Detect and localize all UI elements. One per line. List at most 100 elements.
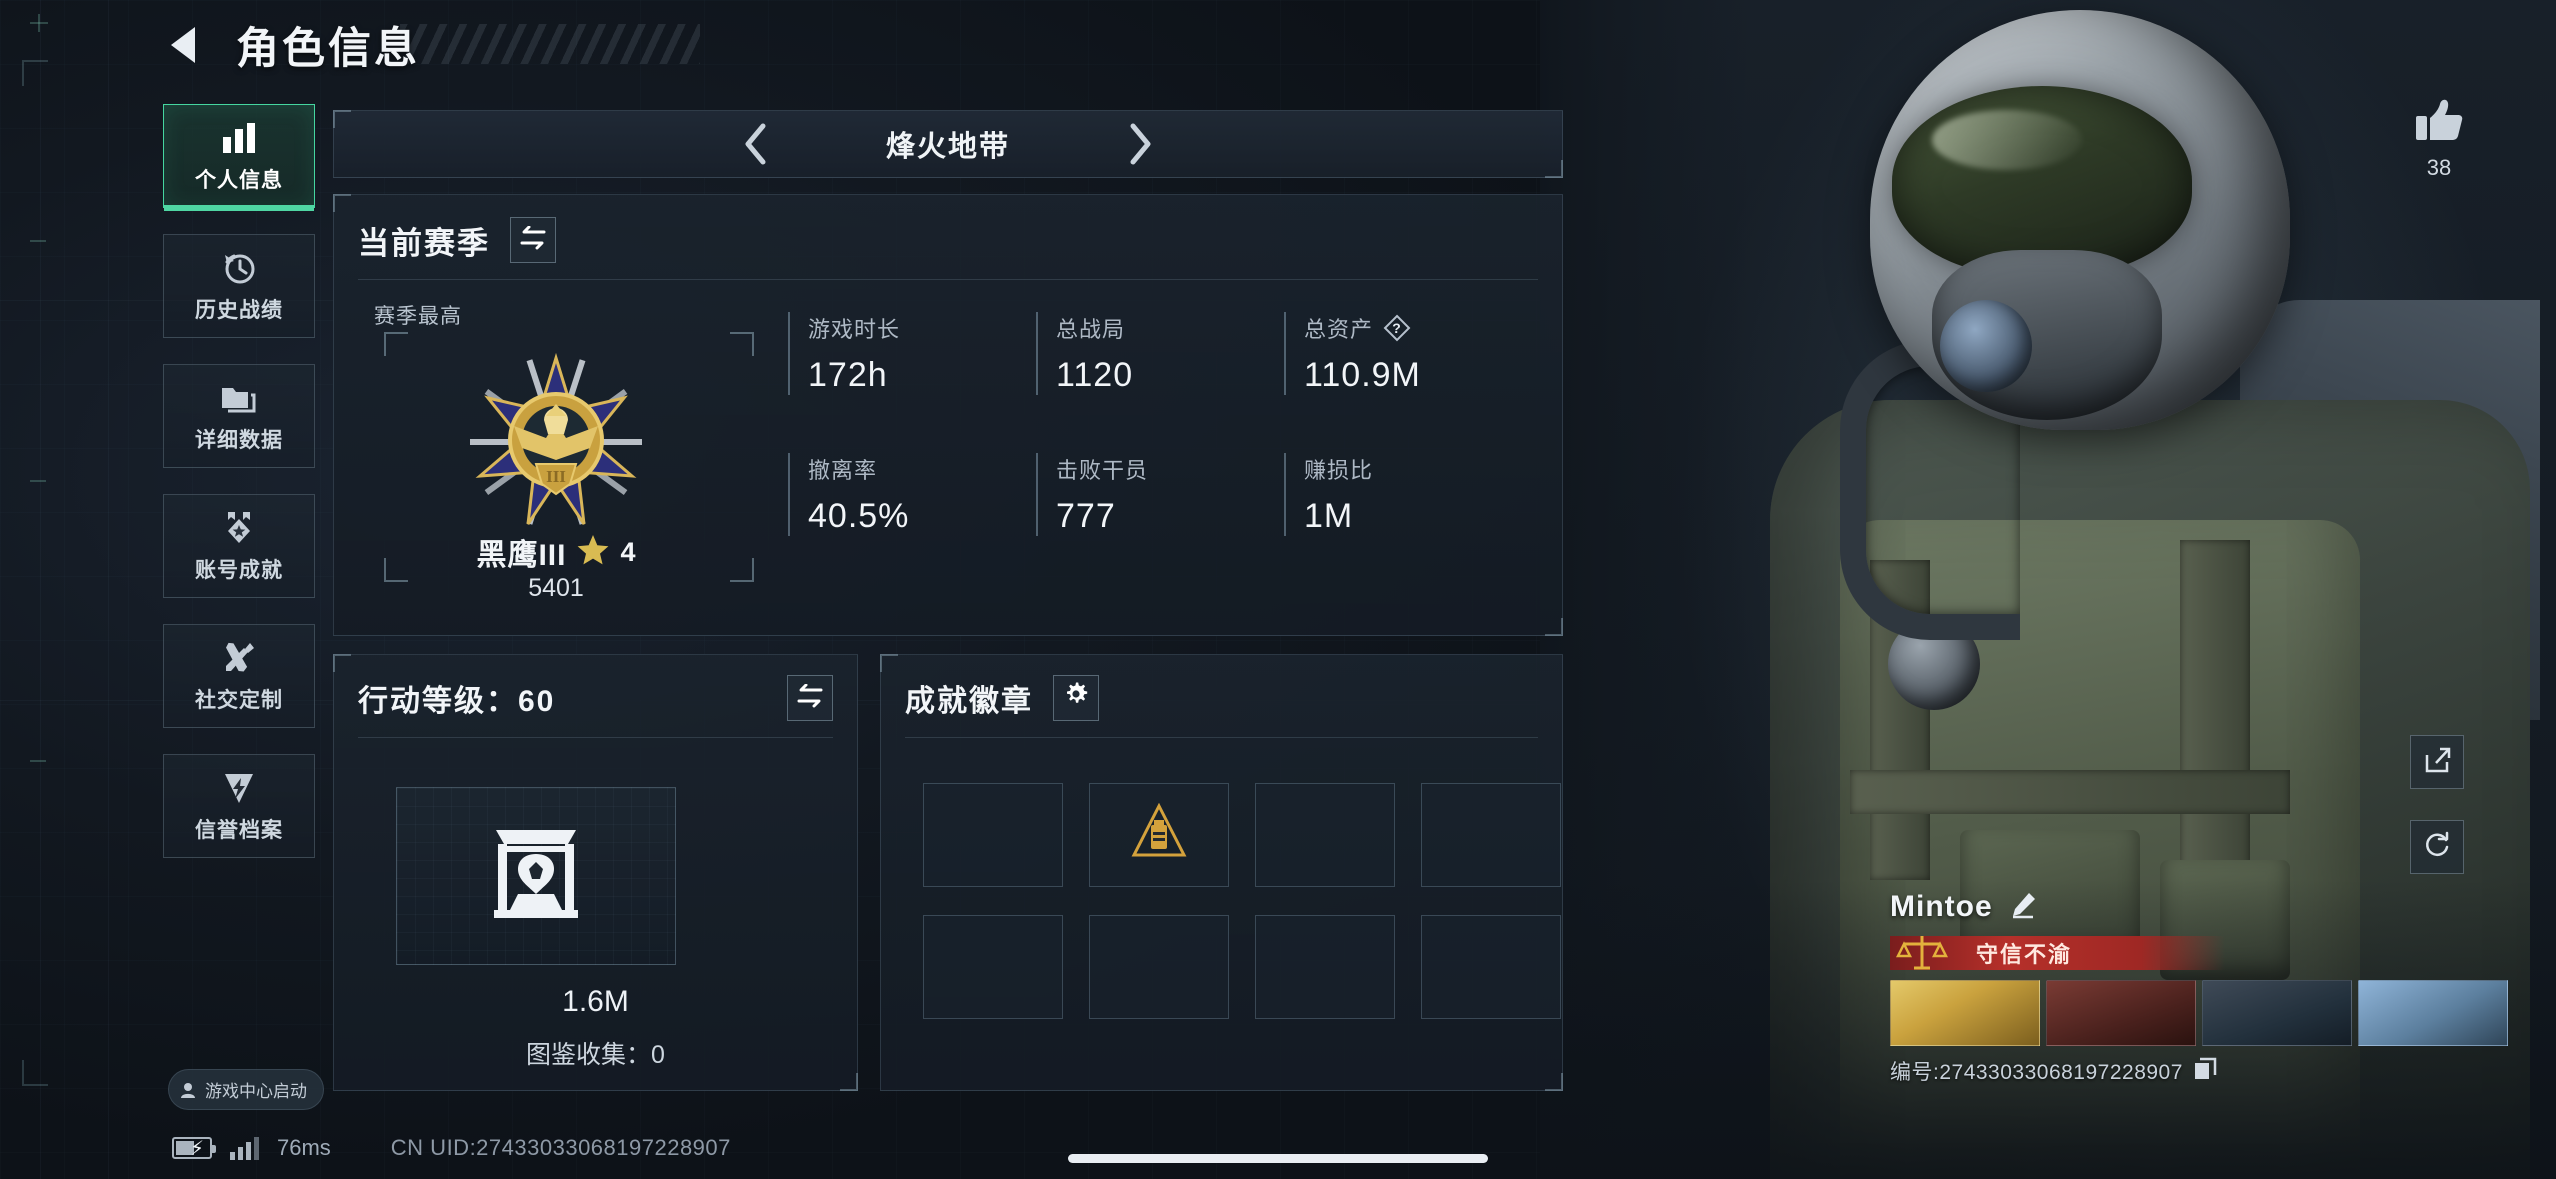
rank-star-count: 4 — [620, 536, 636, 567]
season-divider — [358, 279, 1538, 280]
stat-label: 总资产 — [1304, 317, 1374, 342]
badges-title-row: 成就徽章 — [905, 675, 1099, 721]
action-level-title: 行动等级：60 — [358, 685, 556, 718]
rank-score: 5401 — [528, 574, 584, 602]
bg-tick — [30, 760, 46, 762]
badge-grid — [923, 783, 1561, 1019]
stat-label-wrap: 总资产 ? — [1304, 312, 1484, 344]
badge-slot[interactable] — [1421, 783, 1561, 887]
sidebar-item-match-history[interactable]: 历史战绩 — [163, 234, 315, 338]
showcase-card[interactable] — [2358, 980, 2508, 1046]
title-stripes — [400, 24, 700, 64]
mode-tab-title[interactable]: 烽火地带 — [885, 131, 1010, 163]
refresh-icon — [2423, 831, 2451, 864]
player-title-text: 守信不渝 — [1976, 942, 2073, 967]
sidebar-item-credit-record[interactable]: 信誉档案 — [163, 754, 315, 858]
sidebar-item-label: 信誉档案 — [195, 818, 283, 842]
badge-slot[interactable] — [1255, 915, 1395, 1019]
sidebar-item-label: 历史战绩 — [195, 298, 283, 322]
frame-corner — [730, 558, 754, 582]
stats-spacer — [788, 395, 1532, 453]
stat-value: 40.5% — [808, 497, 910, 535]
stat-operators-defeated: 击败干员 777 — [1036, 453, 1236, 536]
page-title: 角色信息 — [236, 25, 420, 73]
stat-extraction-rate: 撤离率 40.5% — [788, 453, 988, 536]
achievement-badges-panel: 成就徽章 — [880, 654, 1563, 1091]
collection-subtext: 图鉴收集：0 — [526, 1041, 665, 1069]
player-id: 编号:27433033068197228907 — [1890, 1061, 2183, 1084]
bg-tick — [38, 14, 40, 32]
current-season-panel: 当前赛季 赛季最高 — [333, 194, 1563, 636]
stat-profit-loss-ratio: 赚损比 1M — [1284, 453, 1484, 536]
season-panel-header: 当前赛季 — [334, 195, 1562, 263]
share-button[interactable] — [2410, 735, 2464, 789]
sidebar: 个人信息 历史战绩 详细数据 — [163, 104, 315, 884]
badge-slot[interactable] — [1255, 783, 1395, 887]
collection-card[interactable] — [396, 787, 676, 965]
home-indicator[interactable] — [1068, 1154, 1488, 1163]
stat-label: 游戏时长 — [808, 317, 901, 342]
bar-chart-icon — [219, 119, 259, 157]
season-stats-row-1: 游戏时长 172h 总战局 1120 总资产 ? — [788, 312, 1532, 395]
bg-tick — [30, 480, 46, 482]
badges-title: 成就徽章 — [905, 685, 1033, 718]
stat-value: 1120 — [1056, 356, 1134, 394]
showcase-card[interactable] — [1890, 980, 2040, 1046]
share-icon — [2423, 746, 2451, 779]
player-title-banner[interactable]: 守信不渝 — [1890, 936, 2225, 970]
collection-value: 1.6M — [562, 985, 629, 1018]
badge-slot[interactable] — [923, 915, 1063, 1019]
badge-slot[interactable] — [923, 783, 1063, 887]
season-switch-button[interactable] — [510, 217, 556, 263]
back-arrow-icon[interactable] — [160, 18, 214, 72]
badges-settings-button[interactable] — [1053, 675, 1099, 721]
badges-divider — [905, 737, 1538, 738]
badges-header: 成就徽章 — [881, 655, 1562, 721]
status-bar-left: ⚡ 76ms CN UID:27433033068197228907 — [0, 1135, 731, 1161]
uid-text: CN UID:27433033068197228907 — [390, 1135, 731, 1160]
badge-slot[interactable] — [1421, 915, 1561, 1019]
game-center-button[interactable]: 游戏中心启动 — [168, 1069, 324, 1110]
badge-slot[interactable] — [1089, 915, 1229, 1019]
bg-vline — [40, 0, 41, 1179]
like-button[interactable]: 38 — [2414, 96, 2464, 181]
help-icon[interactable]: ? — [1383, 314, 1411, 342]
stat-value: 1M — [1304, 497, 1354, 535]
ping-value: 76ms — [277, 1135, 331, 1160]
player-name: Mintoe — [1890, 890, 1993, 923]
season-stats-row-2: 撤离率 40.5% 击败干员 777 赚损比 1M — [788, 453, 1532, 536]
rank-name-row: 黑鹰III 4 — [334, 530, 778, 574]
showcase-card[interactable] — [2202, 980, 2352, 1046]
showcase-card[interactable] — [2046, 980, 2196, 1046]
swap-icon — [519, 225, 547, 255]
bg-tick — [30, 22, 48, 24]
sidebar-item-detail-data[interactable]: 详细数据 — [163, 364, 315, 468]
action-level-header: 行动等级：60 — [334, 655, 857, 721]
frame-corner — [384, 332, 408, 356]
page-header: 角色信息 — [160, 14, 420, 76]
rank-name: 黑鹰III — [476, 539, 567, 572]
action-level-switch-button[interactable] — [787, 675, 833, 721]
player-name-row: Mintoe — [1890, 890, 2510, 924]
sidebar-item-label: 详细数据 — [195, 428, 283, 452]
pencil-icon[interactable] — [2009, 891, 2037, 924]
badge-slot-filled[interactable] — [1089, 783, 1229, 887]
chevron-right-icon[interactable] — [1120, 121, 1160, 167]
sidebar-item-personal-info[interactable]: 个人信息 — [163, 104, 315, 211]
display-case-icon — [488, 824, 584, 929]
copy-icon[interactable] — [2193, 1057, 2217, 1086]
scales-emblem-icon — [1894, 934, 1950, 972]
player-card: Mintoe 守信不渝 — [1890, 890, 2510, 1086]
frame-corner — [730, 332, 754, 356]
stat-value: 777 — [1056, 497, 1116, 535]
chevron-left-icon[interactable] — [736, 121, 776, 167]
refresh-button[interactable] — [2410, 820, 2464, 874]
stat-value: 110.9M — [1304, 356, 1421, 394]
sidebar-item-social-custom[interactable]: 社交定制 — [163, 624, 315, 728]
action-level-panel: 行动等级：60 — [333, 654, 858, 1091]
sidebar-item-account-achievement[interactable]: 账号成就 — [163, 494, 315, 598]
season-panel-title: 当前赛季 — [358, 225, 490, 261]
tools-icon — [219, 639, 259, 677]
stat-total-assets: 总资产 ? 110.9M — [1284, 312, 1484, 395]
